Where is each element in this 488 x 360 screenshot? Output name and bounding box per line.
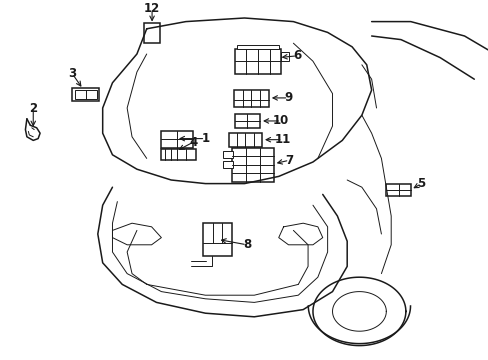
- Bar: [232, 148, 273, 182]
- Bar: [203, 223, 232, 256]
- Bar: [234, 49, 281, 74]
- Bar: [228, 133, 262, 147]
- Bar: [161, 131, 193, 148]
- Text: 3: 3: [68, 67, 76, 80]
- Bar: [386, 184, 410, 196]
- Text: 6: 6: [293, 49, 301, 62]
- Bar: [233, 90, 268, 107]
- Text: 5: 5: [417, 177, 425, 190]
- Bar: [223, 151, 233, 158]
- Bar: [237, 45, 278, 49]
- Text: 2: 2: [29, 102, 37, 114]
- Bar: [161, 149, 195, 160]
- Text: 9: 9: [284, 91, 292, 104]
- Text: 11: 11: [274, 133, 290, 146]
- Text: 1: 1: [201, 132, 209, 145]
- Text: 8: 8: [243, 238, 250, 251]
- Text: 10: 10: [272, 114, 289, 127]
- Bar: [72, 88, 99, 101]
- Text: 7: 7: [285, 154, 293, 167]
- Bar: [75, 90, 97, 99]
- Text: 4: 4: [189, 136, 197, 149]
- Bar: [234, 114, 260, 128]
- Bar: [223, 161, 233, 168]
- Text: 12: 12: [143, 3, 160, 15]
- Bar: [281, 52, 288, 61]
- Bar: [144, 23, 160, 43]
